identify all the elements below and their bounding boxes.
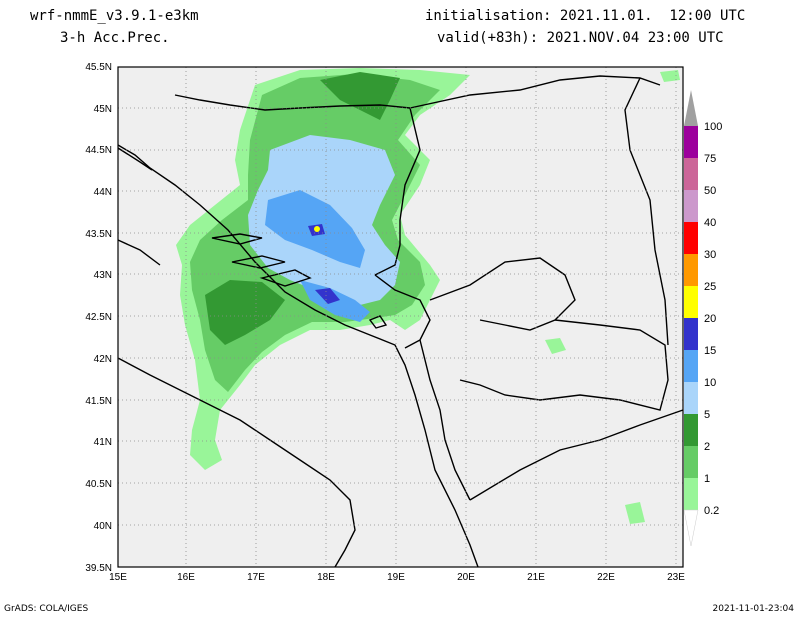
legend-label: 1 [704,473,710,485]
legend-swatch [684,158,698,190]
lat-label: 42N [94,354,112,365]
legend-label: 2 [704,441,710,453]
legend-swatch [684,222,698,254]
field-title: 3-h Acc.Prec. [60,30,170,46]
legend-label: 10 [704,377,716,389]
valid-time: valid(+83h): 2021.NOV.04 23:00 UTC [437,30,724,46]
lat-label: 43.5N [85,229,112,240]
lat-label: 39.5N [85,563,112,574]
legend-swatch [684,254,698,286]
border-bosnia-serbia [374,107,421,276]
color-legend: 100 75 50 40 30 25 20 15 10 5 2 1 0.2 [683,90,722,547]
island-4 [117,147,153,171]
legend-labels: 100 75 50 40 30 25 20 15 10 5 2 1 0.2 [704,121,722,517]
island-3 [259,269,312,287]
boundaries [117,75,684,568]
lat-label: 43N [94,270,112,281]
legend-label: 40 [704,217,716,229]
legend-label: 75 [704,153,716,165]
generated-timestamp: 2021-11-01-23:04 [712,604,795,614]
legend-swatch [683,509,699,547]
precip-light-small-b [625,502,645,524]
lat-label: 44N [94,187,112,198]
credit-text: GrADS: COLA/IGES [4,604,89,614]
legend-swatch [684,126,698,158]
legend-label: 0.2 [704,505,719,517]
legend-label: 20 [704,313,716,325]
lon-label: 18E [317,572,335,583]
lat-label: 41.5N [85,396,112,407]
lon-axis: 15E 16E 17E 18E 19E 20E 21E 22E 23E [109,572,685,583]
legend-swatch [684,478,698,510]
lat-label: 44.5N [85,145,112,156]
border-greece [469,409,684,501]
map-frame [117,66,684,568]
border-croatia-bosnia [174,94,411,111]
legend-swatch [684,382,698,414]
border-montenegro [374,274,431,349]
border-macedonia [459,319,669,411]
lat-label: 41N [94,437,112,448]
coastline [117,144,479,568]
lon-label: 15E [109,572,127,583]
island-2 [231,255,286,269]
gridlines [118,67,683,567]
lon-label: 19E [387,572,405,583]
precip-light-small-c [660,70,680,82]
legend-swatch [684,286,698,318]
legend-swatch [684,90,698,126]
border-kosovo [429,257,576,331]
lon-label: 23E [667,572,685,583]
lat-label: 40N [94,521,112,532]
island-5 [368,315,388,329]
lon-label: 21E [527,572,545,583]
lat-label: 40.5N [85,479,112,490]
precip-2mm-b [205,280,285,345]
legend-swatch [684,318,698,350]
precip-20mm [314,226,320,232]
legend-swatch [684,190,698,222]
legend-label: 50 [704,185,716,197]
island-1 [211,233,263,245]
legend-label: 100 [704,121,722,133]
legend-swatch [684,446,698,478]
legend-swatch [684,414,698,446]
lat-axis: 45.5N 45N 44.5N 44N 43.5N 43N 42.5N 42N … [85,62,112,574]
init-time: initialisation: 2021.11.01. 12:00 UTC [425,8,746,24]
precip-light-small [545,338,566,354]
lon-label: 16E [177,572,195,583]
border-bulgaria [624,77,669,346]
precip-15mm [315,288,340,304]
legend-label: 25 [704,281,716,293]
lat-label: 45.5N [85,62,112,73]
lat-label: 42.5N [85,312,112,323]
coastline-italy [117,357,356,568]
border-albania [419,339,471,501]
model-title: wrf-nmmE_v3.9.1-e3km [30,8,199,24]
lon-label: 22E [597,572,615,583]
lon-label: 20E [457,572,475,583]
legend-label: 30 [704,249,716,261]
legend-label: 15 [704,345,716,357]
legend-label: 5 [704,409,710,421]
legend-swatch [684,350,698,382]
precip-2mm [320,72,400,120]
coastline-italy-north [117,239,161,266]
lat-label: 45N [94,104,112,115]
lon-label: 17E [247,572,265,583]
